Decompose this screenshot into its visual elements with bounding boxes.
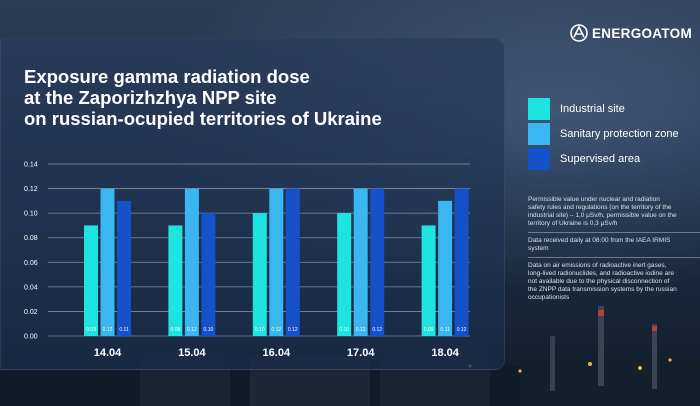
note-data-source: Data received daily at 08:00 from the IA… bbox=[528, 237, 700, 253]
bar-value-label: 0.10 bbox=[204, 327, 214, 333]
legend-label-industrial-site: Industrial site bbox=[560, 103, 625, 115]
y-tick-label: 0.04 bbox=[24, 284, 38, 291]
notes-divider bbox=[528, 232, 700, 233]
brand-name: ENERGOATOM bbox=[592, 25, 693, 41]
note-line: Data on air emissions of radioactive ine… bbox=[528, 262, 667, 269]
notes-panel: Permissible value under nuclear and radi… bbox=[528, 196, 700, 302]
bar-value-label: 0.12 bbox=[103, 327, 113, 333]
bar bbox=[370, 188, 385, 336]
energoatom-logo: ENERGOATOM bbox=[570, 24, 692, 42]
title-line-2: at the Zaporizhzhya NPP site bbox=[24, 87, 277, 108]
legend-item-supervised-area: Supervised area bbox=[528, 148, 640, 170]
note-line: the ZNPP data transmission systems by th… bbox=[528, 286, 677, 293]
note-line: industrial site) – 1,0 μSv/h, permissibl… bbox=[528, 212, 677, 219]
y-tick-label: 0.12 bbox=[24, 186, 38, 193]
y-tick-label: 0.02 bbox=[24, 309, 38, 316]
note-permissible-value: Permissible value under nuclear and radi… bbox=[528, 196, 700, 228]
bar-value-label: 0.09 bbox=[171, 327, 181, 333]
y-tick-label: 0.14 bbox=[24, 162, 38, 169]
bar bbox=[117, 200, 131, 336]
y-tick-label: 0.06 bbox=[24, 260, 38, 267]
bar-value-label: 0.12 bbox=[288, 327, 298, 333]
legend-swatch-supervised-area bbox=[528, 148, 550, 170]
bar-value-label: 0.10 bbox=[339, 327, 349, 333]
bar-value-label: 0.11 bbox=[440, 327, 450, 333]
title-line-3: on russian-ocupied territories of Ukrain… bbox=[24, 108, 382, 129]
bar-value-label: 0.12 bbox=[271, 327, 281, 333]
note-line: long-lived radionuclides, and radioactiv… bbox=[528, 270, 674, 277]
note-line: system bbox=[528, 245, 549, 252]
x-tick-label: 15.04 bbox=[178, 347, 206, 359]
bar bbox=[454, 188, 469, 336]
note-line: Permissible value under nuclear and radi… bbox=[528, 196, 660, 203]
legend-item-sanitary-protection-zone: Sanitary protection zone bbox=[528, 123, 679, 145]
y-tick-label: 0.08 bbox=[24, 235, 38, 242]
bar-value-label: 0.11 bbox=[119, 327, 129, 333]
notes-divider bbox=[528, 257, 700, 258]
bar bbox=[84, 225, 98, 336]
bar-value-label: 0.12 bbox=[187, 327, 197, 333]
legend-swatch-sanitary-protection-zone bbox=[528, 123, 550, 145]
note-air-emissions: Data on air emissions of radioactive ine… bbox=[528, 262, 700, 302]
note-line: safety rules and regulations (on the ter… bbox=[528, 204, 672, 211]
bar bbox=[421, 225, 436, 336]
bar-value-label: 0.12 bbox=[372, 327, 382, 333]
bar bbox=[337, 213, 352, 336]
legend-label-sanitary-protection-zone: Sanitary protection zone bbox=[560, 128, 679, 140]
title-line-1: Exposure gamma radiation dose bbox=[24, 66, 310, 87]
x-tick-label: 18.04 bbox=[431, 347, 459, 359]
bar-value-label: 0.12 bbox=[356, 327, 366, 333]
bar bbox=[353, 188, 368, 336]
y-tick-label: 0.10 bbox=[24, 211, 38, 218]
bar-chart: 0.00 0.02 0.04 0.06 0.08 0.10 0.12 0.14 0.09 0.1… bbox=[24, 162, 469, 359]
note-line: territory of Ukraine is 0,3 μSv/h bbox=[528, 220, 618, 227]
bar bbox=[168, 225, 183, 336]
atom-icon bbox=[570, 24, 588, 42]
bar-value-label: 0.09 bbox=[86, 327, 96, 333]
x-tick-label: 16.04 bbox=[263, 347, 291, 359]
bar-value-label: 0.12 bbox=[457, 327, 467, 333]
bar-value-label: 0.10 bbox=[255, 327, 265, 333]
note-line: Data received daily at 08:00 from the IA… bbox=[528, 237, 671, 244]
legend-label-supervised-area: Supervised area bbox=[560, 153, 641, 165]
y-tick-label: 0.00 bbox=[24, 334, 38, 341]
bar bbox=[269, 188, 284, 336]
bar bbox=[252, 213, 267, 336]
bar bbox=[285, 188, 300, 336]
legend-swatch-industrial-site bbox=[528, 98, 550, 120]
chart-title: Exposure gamma radiation dose at the Zap… bbox=[24, 66, 464, 129]
note-line: not available due to the physical discon… bbox=[528, 278, 670, 285]
x-tick-label: 17.04 bbox=[347, 347, 375, 359]
bar bbox=[184, 188, 199, 336]
legend-item-industrial-site: Industrial site bbox=[528, 98, 625, 120]
x-tick-label: 14.04 bbox=[94, 347, 122, 359]
bar-value-label: 0.09 bbox=[424, 327, 434, 333]
bar bbox=[100, 188, 115, 336]
bar bbox=[438, 200, 453, 336]
bar bbox=[201, 213, 216, 336]
note-line: occupationists bbox=[528, 294, 570, 301]
